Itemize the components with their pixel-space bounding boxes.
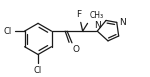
Text: N: N	[94, 21, 101, 30]
Text: Cl: Cl	[4, 27, 12, 36]
Text: F: F	[76, 10, 81, 19]
Text: O: O	[73, 45, 80, 54]
Text: Cl: Cl	[34, 66, 42, 75]
Text: CH₃: CH₃	[90, 11, 104, 20]
Text: N: N	[119, 18, 125, 27]
